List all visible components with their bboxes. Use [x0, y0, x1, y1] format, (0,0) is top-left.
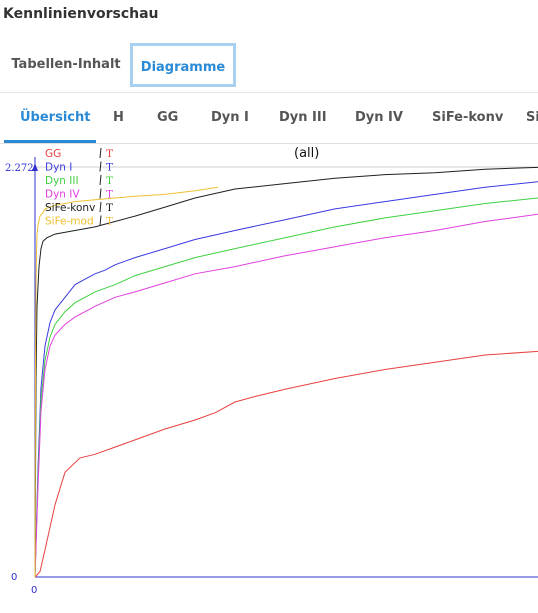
tab-diagramme[interactable]: Diagramme [130, 43, 236, 87]
legend-separator [99, 174, 102, 186]
legend-marker: T [106, 148, 113, 160]
legend-marker: T [106, 175, 113, 187]
tab-tabellen-inhalt[interactable]: Tabellen-Inhalt [11, 57, 121, 72]
legend-label-sife-mod: SiFe-mod [45, 216, 94, 228]
top-tab-bar: Tabellen-Inhalt Diagramme [0, 38, 538, 93]
series-line-sife-konv [34, 166, 538, 578]
subtab-dyn-iii[interactable]: Dyn III [279, 110, 327, 125]
legend-label-gg: GG [45, 148, 61, 160]
legend-separator [99, 201, 102, 213]
window-title: Kennlinienvorschau [3, 6, 159, 22]
legend-marker: T [106, 216, 113, 228]
legend-marker: T [106, 189, 113, 201]
subtab-dyn-i[interactable]: Dyn I [211, 110, 249, 125]
series-line-dyn-iv [34, 213, 538, 578]
legend-label-sife-konv: SiFe-konv [45, 202, 95, 214]
chart-title: (all) [294, 146, 319, 161]
y-tick-label-zero: 0 [11, 572, 17, 583]
legend-label-dyn-iv: Dyn IV [45, 189, 80, 201]
y-axis-arrow [32, 163, 38, 171]
series-line-dyn-iii [34, 197, 538, 578]
legend-separator [99, 215, 102, 226]
subtab-uebersicht[interactable]: Übersicht [20, 110, 91, 125]
active-subtab-indicator [4, 140, 96, 143]
chart-tab-bar: Übersicht H GG Dyn I Dyn III Dyn IV SiFe… [0, 93, 538, 144]
y-tick-label-max: 2.272 [5, 163, 34, 174]
subtab-si[interactable]: Si [526, 110, 538, 125]
series-line-sife-mod [34, 186, 219, 578]
subtab-h[interactable]: H [113, 110, 124, 125]
legend-marker: T [106, 202, 113, 214]
legend-label-dyn-i: Dyn I [45, 162, 72, 174]
series-line-gg [34, 350, 538, 578]
legend-separator [99, 147, 102, 159]
legend-separator [99, 161, 102, 172]
legend-marker: T [106, 162, 113, 174]
legend-label-dyn-iii: Dyn III [45, 175, 79, 187]
subtab-gg[interactable]: GG [157, 110, 179, 125]
series-line-dyn-i [34, 181, 538, 578]
subtab-sife-konv[interactable]: SiFe-konv [432, 110, 504, 125]
x-tick-label-zero: 0 [31, 585, 37, 596]
subtab-dyn-iv[interactable]: Dyn IV [355, 110, 403, 125]
legend-separator [99, 188, 102, 199]
